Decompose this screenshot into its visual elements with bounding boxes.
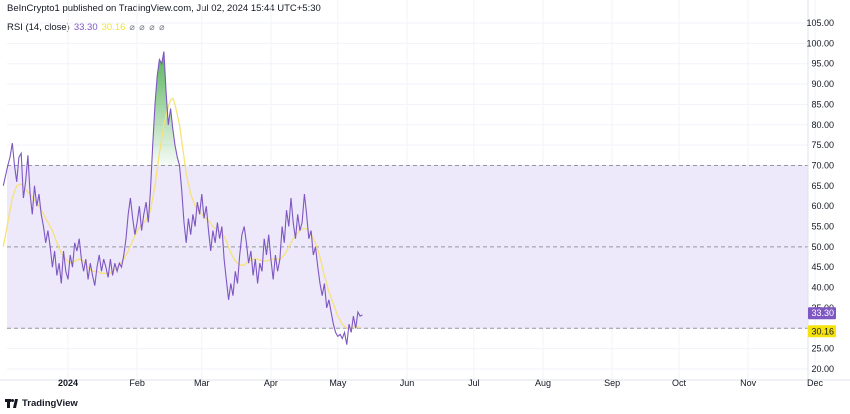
x-tick-label: Apr bbox=[264, 378, 278, 388]
level-lines bbox=[7, 164, 808, 329]
y-tick-label: 80.00 bbox=[811, 120, 834, 130]
rsi-value-badge-bg bbox=[808, 307, 836, 320]
y-tick-label: 85.00 bbox=[811, 99, 834, 109]
y-tick-label: 100.00 bbox=[806, 38, 834, 48]
y-tick-label: 70.00 bbox=[811, 160, 834, 170]
x-tick-label: Jun bbox=[400, 378, 415, 388]
axes: 105.00 100.00 95.00 90.00 85.00 80.00 75.00 70.… bbox=[0, 0, 850, 388]
value-badges: 33.30 30.16 bbox=[808, 307, 836, 338]
tradingview-logo-icon bbox=[5, 399, 19, 408]
indicator-legend: RSI (14, close) 33.30 30.16 ⌀ ⌀ ⌀ ⌀ bbox=[7, 22, 166, 33]
publisher-line: BeInCrypto1 published on TradingView.com… bbox=[7, 3, 321, 14]
y-tick-label: 105.00 bbox=[806, 18, 834, 28]
series-lines bbox=[2, 51, 363, 345]
rsi-value-badge: 33.30 bbox=[811, 308, 834, 318]
y-tick-label: 20.00 bbox=[811, 364, 834, 374]
overbought-fill bbox=[148, 51, 180, 166]
x-tick-label: Jul bbox=[468, 378, 480, 388]
x-tick-label: Sep bbox=[604, 378, 620, 388]
y-tick-label: 65.00 bbox=[811, 181, 834, 191]
y-tick-label: 75.00 bbox=[811, 140, 834, 150]
tradingview-brand: TradingView bbox=[22, 398, 78, 409]
ma-legend-value: 30.16 bbox=[101, 22, 126, 33]
rsi-legend-value: 33.30 bbox=[73, 22, 98, 33]
rsi-series-line bbox=[2, 51, 363, 345]
x-tick-label: May bbox=[329, 378, 347, 388]
x-tick-label: Mar bbox=[194, 378, 210, 388]
y-tick-label: 50.00 bbox=[811, 242, 834, 252]
y-tick-label: 55.00 bbox=[811, 222, 834, 232]
y-tick-label: 95.00 bbox=[811, 59, 834, 69]
x-tick-label: Feb bbox=[129, 378, 145, 388]
indicator-name: RSI (14, close) bbox=[7, 22, 70, 33]
y-tick-label: 40.00 bbox=[811, 283, 834, 293]
y-tick-label: 60.00 bbox=[811, 201, 834, 211]
tradingview-logo[interactable]: TradingView bbox=[5, 398, 78, 409]
x-tick-label: Oct bbox=[672, 378, 687, 388]
ma-value-badge-bg bbox=[808, 325, 836, 338]
x-tick-label: Nov bbox=[740, 378, 757, 388]
visibility-toggle-icons[interactable]: ⌀ ⌀ ⌀ ⌀ bbox=[129, 22, 166, 32]
ma-series-line bbox=[2, 97, 361, 329]
y-tick-label: 45.00 bbox=[811, 262, 834, 272]
x-tick-label: Aug bbox=[535, 378, 551, 388]
ma-value-badge: 30.16 bbox=[811, 326, 834, 336]
y-tick-label: 90.00 bbox=[811, 79, 834, 89]
x-tick-label: Dec bbox=[807, 378, 824, 388]
y-tick-label: 25.00 bbox=[811, 344, 834, 354]
x-tick-label: 2024 bbox=[58, 378, 78, 388]
